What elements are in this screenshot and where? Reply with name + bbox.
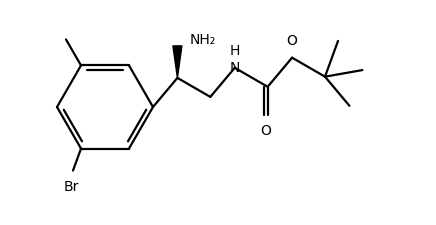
Text: NH₂: NH₂: [189, 33, 216, 47]
Text: H: H: [230, 44, 240, 58]
Text: O: O: [260, 124, 271, 138]
Text: Br: Br: [63, 180, 78, 194]
Text: O: O: [286, 34, 297, 48]
Text: N: N: [230, 61, 240, 75]
Polygon shape: [173, 46, 182, 78]
